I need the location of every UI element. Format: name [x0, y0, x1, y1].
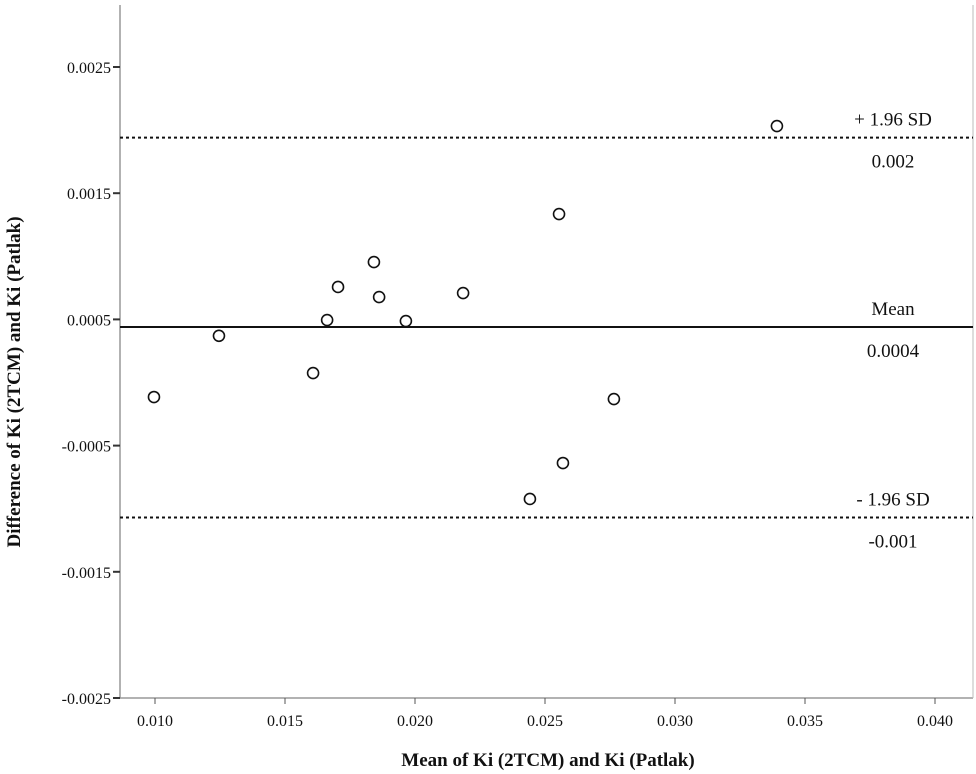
x-tick-label: 0.020 — [397, 713, 433, 730]
y-tick-label: -0.0005 — [62, 439, 111, 456]
data-point — [367, 255, 381, 269]
y-tick-label: -0.0015 — [62, 565, 111, 582]
x-tick-label: 0.030 — [657, 713, 693, 730]
x-tick-label: 0.015 — [267, 713, 303, 730]
y-tick-label: 0.0025 — [67, 60, 111, 77]
data-point — [372, 290, 386, 304]
y-tick-label: -0.0025 — [62, 691, 111, 708]
upper-loa-label: + 1.96 SD — [854, 110, 932, 131]
x-axis-title: Mean of Ki (2TCM) and Ki (Patlak) — [401, 750, 694, 771]
upper-loa-value-label: 0.002 — [872, 152, 915, 173]
mean-label: Mean — [871, 299, 915, 320]
data-point — [320, 313, 334, 327]
y-axis-title: Difference of Ki (2TCM) and Ki (Patlak) — [4, 216, 25, 547]
data-point — [456, 286, 470, 300]
x-tick-label: 0.025 — [527, 713, 563, 730]
x-tick-label: 0.040 — [917, 713, 953, 730]
data-point — [306, 366, 320, 380]
data-point — [770, 119, 784, 133]
x-tick-label: 0.035 — [787, 713, 823, 730]
lower-loa-value-label: -0.001 — [868, 532, 917, 553]
data-point — [212, 329, 226, 343]
data-point — [331, 280, 345, 294]
lower-loa-label: - 1.96 SD — [856, 490, 929, 511]
data-point — [552, 207, 566, 221]
data-point — [607, 392, 621, 406]
axes: 0.010 0.015 0.020 0.025 0.030 0.035 0.040 0.002… — [62, 5, 974, 730]
data-point — [556, 456, 570, 470]
x-tick-label: 0.010 — [137, 713, 173, 730]
data-point — [523, 492, 537, 506]
data-points — [147, 119, 784, 506]
reference-lines: + 1.96 SD 0.002 Mean 0.0004 - 1.96 SD -0.001 — [120, 110, 973, 553]
y-tick-label: 0.0015 — [67, 186, 111, 203]
y-tick-label: 0.0005 — [67, 312, 111, 329]
mean-value-label: 0.0004 — [867, 341, 920, 362]
data-point — [399, 314, 413, 328]
data-point — [147, 390, 161, 404]
